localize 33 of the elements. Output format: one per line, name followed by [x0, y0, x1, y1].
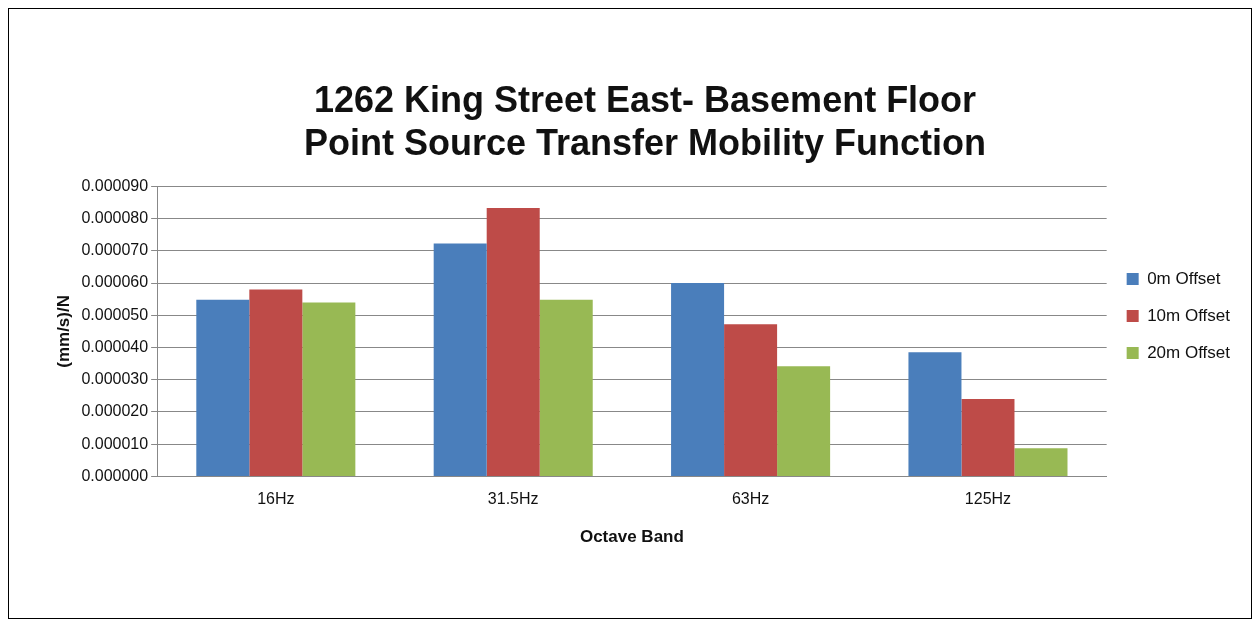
text: Point Source Transfer Mobility Function — [303, 121, 987, 163]
y-tick-label: 0.000030 — [81, 370, 149, 388]
y-tick-label: 0.000040 — [81, 337, 149, 355]
x-axis-title: Octave Band — [579, 527, 684, 547]
legend-label: 0m Offset — [1147, 268, 1221, 288]
bar — [724, 324, 778, 476]
bar — [486, 207, 540, 476]
y-tick-label: 0.000050 — [81, 305, 149, 323]
bar — [671, 283, 725, 476]
bar — [433, 243, 487, 476]
y-tick-label: 0.000020 — [81, 402, 149, 420]
y-tick-label: 0.000000 — [81, 466, 149, 484]
bar — [1014, 448, 1068, 476]
x-tick-label: 63Hz — [731, 490, 770, 508]
y-tick-label: 0.000010 — [81, 434, 149, 452]
bar — [908, 352, 962, 476]
bar — [302, 302, 356, 476]
y-tick-label: 0.000060 — [81, 273, 149, 291]
y-tick-label: 0.000070 — [81, 241, 149, 259]
bar — [777, 366, 831, 476]
bar — [249, 289, 303, 476]
bar — [196, 299, 250, 476]
legend-label: 10m Offset — [1147, 305, 1231, 325]
x-tick-label: 16Hz — [257, 490, 295, 508]
bar — [961, 399, 1015, 476]
x-tick-label: 125Hz — [964, 490, 1012, 508]
y-axis-title: (mm/s)/N — [53, 295, 73, 368]
bar — [539, 299, 593, 476]
text: 1262 King Street East- Basement Floor — [313, 78, 977, 120]
y-tick-label: 0.000090 — [81, 176, 149, 194]
y-tick-label: 0.000080 — [81, 209, 149, 227]
legend-label: 20m Offset — [1147, 342, 1231, 362]
x-tick-label: 31.5Hz — [487, 490, 539, 508]
